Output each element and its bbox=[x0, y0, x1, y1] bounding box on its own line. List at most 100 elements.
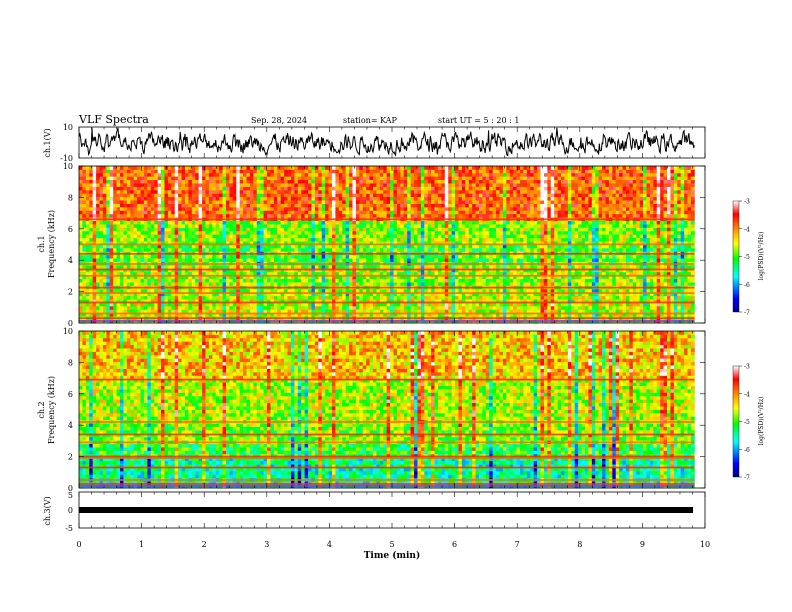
spectrogram-cell bbox=[157, 234, 162, 239]
spectrogram-cell bbox=[191, 282, 196, 286]
spectrogram-cell bbox=[106, 288, 111, 293]
spectrogram-cell bbox=[376, 247, 381, 252]
spectrogram-cell bbox=[448, 254, 453, 259]
spectrogram-cell bbox=[256, 230, 261, 235]
spectrogram-cell bbox=[690, 230, 695, 235]
spectrogram-cell bbox=[612, 275, 617, 280]
spectrogram-cell bbox=[461, 237, 466, 242]
spectrogram-cell bbox=[625, 305, 630, 310]
spectrogram-cell bbox=[99, 305, 104, 310]
spectrogram-cell bbox=[331, 237, 336, 242]
spectrogram-cell bbox=[550, 299, 555, 303]
spectrogram-cell bbox=[229, 282, 234, 286]
spectrogram-cell bbox=[660, 292, 664, 297]
spectrogram-cell bbox=[120, 295, 124, 300]
spectrogram-cell bbox=[208, 282, 213, 286]
spectrogram-cell bbox=[393, 299, 398, 303]
spectrogram-cell bbox=[342, 292, 347, 297]
spectrogram-cell bbox=[287, 295, 292, 300]
spectrogram-cell bbox=[116, 258, 121, 262]
spectrogram-cell bbox=[636, 230, 641, 235]
spectrogram-cell bbox=[523, 264, 528, 269]
spectrogram-cell bbox=[557, 299, 562, 303]
spectrogram-cell bbox=[352, 271, 357, 276]
spectrogram-cell bbox=[547, 234, 552, 239]
spectrogram-cell bbox=[328, 288, 333, 293]
spectrogram-cell bbox=[567, 312, 572, 317]
spectrogram-cell bbox=[468, 227, 473, 232]
spectrogram-cell bbox=[557, 278, 562, 283]
spectrogram-cell bbox=[636, 309, 641, 314]
spectrogram-cell bbox=[198, 234, 203, 239]
spectrogram-cell bbox=[396, 312, 401, 317]
spectrogram-cell bbox=[232, 292, 237, 297]
spectrogram-cell bbox=[345, 258, 350, 262]
spectrogram-cell bbox=[455, 309, 459, 314]
spectrogram-cell bbox=[506, 230, 511, 235]
spectrogram-cell bbox=[437, 230, 442, 235]
spectrogram-cell bbox=[109, 282, 114, 286]
spectrogram-cell bbox=[85, 309, 90, 314]
spectrogram-cell bbox=[260, 234, 265, 239]
spectrogram-cell bbox=[328, 309, 333, 314]
spectrogram-cell bbox=[328, 295, 333, 300]
spectrogram-cell bbox=[277, 278, 282, 283]
spectrogram-cell bbox=[451, 271, 456, 276]
spectrogram-cell bbox=[137, 295, 141, 300]
spectrogram-cell bbox=[147, 271, 152, 276]
spectrogram-cell bbox=[424, 295, 429, 300]
spectrogram-cell bbox=[157, 271, 162, 276]
spectrogram-cell bbox=[667, 278, 671, 283]
spectrogram-cell bbox=[615, 278, 620, 283]
spectrogram-cell bbox=[366, 305, 370, 310]
spectrogram-cell bbox=[89, 275, 94, 280]
spectrogram-cell bbox=[612, 258, 617, 262]
spectrogram-cell bbox=[150, 258, 155, 262]
spectrogram-cell bbox=[287, 299, 292, 303]
spectrogram-cell bbox=[502, 271, 507, 276]
spectrogram-cell bbox=[516, 292, 521, 297]
spectrogram-cell bbox=[667, 258, 671, 262]
spectrogram-cell bbox=[407, 254, 412, 259]
spectrogram-cell bbox=[420, 237, 425, 242]
spectrogram-cell bbox=[485, 254, 490, 259]
spectrogram-cell bbox=[540, 299, 545, 303]
spectrogram-cell bbox=[99, 247, 104, 252]
spectrogram-cell bbox=[670, 295, 675, 300]
spectrogram-cell bbox=[496, 312, 500, 317]
spectrogram-cell bbox=[643, 312, 647, 317]
spectrogram-cell bbox=[588, 230, 593, 235]
spectrogram-cell bbox=[441, 305, 446, 310]
spectrogram-cell bbox=[461, 309, 466, 314]
spectrogram-cell bbox=[588, 295, 593, 300]
spectrogram-cell bbox=[537, 299, 541, 303]
spectrogram-cell bbox=[434, 247, 439, 252]
spectrogram-cell bbox=[215, 237, 220, 242]
spectrogram-cell bbox=[120, 254, 124, 259]
spectrogram-cell bbox=[188, 292, 193, 297]
spectrogram-cell bbox=[280, 258, 285, 262]
spectrogram-cell bbox=[229, 295, 234, 300]
spectrogram-cell bbox=[386, 292, 391, 297]
spectrogram-cell bbox=[147, 264, 152, 269]
spectrogram-cell bbox=[434, 305, 439, 310]
spectrogram-cell bbox=[174, 292, 179, 297]
spectrogram-cell bbox=[393, 227, 398, 232]
spectrogram-cell bbox=[646, 247, 651, 252]
spectrogram-cell bbox=[82, 275, 87, 280]
spectrogram-cell bbox=[267, 234, 271, 239]
spectrogram-cell bbox=[639, 275, 644, 280]
spectrogram-cell bbox=[513, 237, 517, 242]
spectrogram-cell bbox=[588, 264, 593, 269]
spectrogram-cell bbox=[314, 258, 319, 262]
spectrogram-cell bbox=[164, 254, 169, 259]
spectrogram-cell bbox=[448, 227, 453, 232]
spectrogram-cell bbox=[284, 282, 288, 286]
spectrogram-cell bbox=[219, 312, 223, 317]
spectrogram-cell bbox=[246, 275, 251, 280]
spectrogram-cell bbox=[243, 305, 247, 310]
spectrogram-cell bbox=[345, 309, 350, 314]
spectrogram-cell bbox=[130, 302, 135, 307]
spectrogram-cell bbox=[581, 247, 586, 252]
spectrogram-cell bbox=[407, 288, 412, 293]
